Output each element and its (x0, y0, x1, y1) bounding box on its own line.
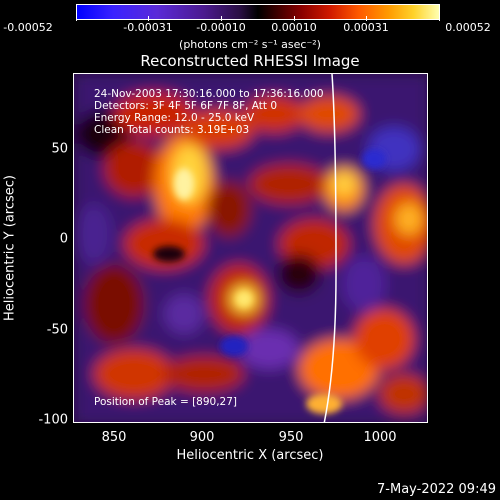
colorbar-tick-label: 0.00010 (271, 21, 317, 34)
colorbar-tick-mark (366, 16, 367, 21)
x-tick-label: 850 (101, 430, 127, 445)
colorbar-tick-mark (221, 16, 222, 21)
y-tick-label: 0 (59, 231, 68, 247)
colorbar (76, 4, 440, 20)
colorbar-tick-label: 0.00031 (343, 21, 389, 34)
colorbar-tick-mark (294, 16, 295, 21)
x-axis-label: Heliocentric X (arcsec) (176, 448, 324, 463)
solar-limb-line (323, 74, 337, 422)
rhessi-image-canvas (74, 74, 427, 422)
colorbar-tick-mark (148, 16, 149, 21)
rhessi-image (73, 73, 428, 423)
colorbar-tick-mark (439, 16, 440, 21)
colorbar-tick-label: -0.00010 (196, 21, 246, 34)
colorbar-units: (photons cm⁻² s⁻¹ asec⁻²) (179, 38, 321, 51)
colorbar-tick-label: -0.00031 (123, 21, 173, 34)
colorbar-tick-mark (76, 16, 77, 21)
info-clean-counts: Clean Total counts: 3.19E+03 (94, 124, 250, 136)
x-tick-label: 1000 (363, 430, 397, 445)
y-tick-label: 50 (51, 141, 68, 157)
x-tick-label: 900 (189, 430, 215, 445)
image-title: Reconstructed RHESSI Image (140, 52, 360, 70)
colorbar-tick-label: 0.00052 (445, 21, 491, 34)
info-detectors: Detectors: 3F 4F 5F 6F 7F 8F, Att 0 (94, 100, 278, 112)
y-tick-label: -50 (46, 322, 68, 338)
x-tick-label: 950 (278, 430, 304, 445)
peak-position: Position of Peak = [890,27] (94, 396, 238, 408)
info-time-range: 24-Nov-2003 17:30:16.000 to 17:36:16.000 (94, 88, 324, 100)
y-axis-label: Heliocentric Y (arcsec) (2, 175, 18, 321)
y-tick-label: -100 (38, 412, 68, 428)
timestamp: 7-May-2022 09:49 (377, 482, 496, 497)
colorbar-tick-label: -0.00052 (3, 21, 53, 34)
info-energy-range: Energy Range: 12.0 - 25.0 keV (94, 112, 255, 124)
